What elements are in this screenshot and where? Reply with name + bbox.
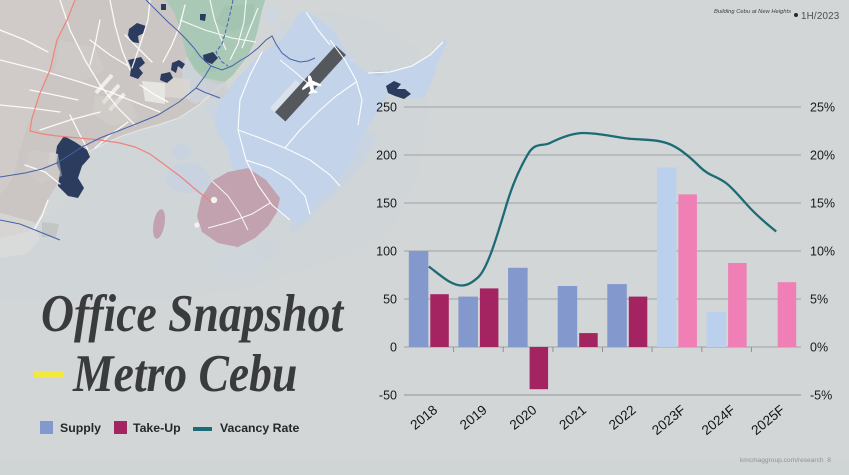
svg-text:15%: 15% xyxy=(810,197,835,211)
svg-text:250: 250 xyxy=(376,101,397,115)
svg-text:2020: 2020 xyxy=(507,402,540,433)
svg-text:2018: 2018 xyxy=(407,402,440,433)
svg-text:2023F: 2023F xyxy=(649,402,688,438)
svg-text:50: 50 xyxy=(383,293,397,307)
svg-text:2025F: 2025F xyxy=(748,402,787,438)
svg-text:25%: 25% xyxy=(810,101,835,115)
svg-text:150: 150 xyxy=(376,197,397,211)
svg-text:0: 0 xyxy=(390,341,397,355)
svg-text:200: 200 xyxy=(376,149,397,163)
svg-text:-50: -50 xyxy=(379,389,397,403)
svg-text:10%: 10% xyxy=(810,245,835,259)
svg-text:2021: 2021 xyxy=(556,402,589,433)
svg-text:2024F: 2024F xyxy=(699,402,738,438)
svg-text:-5%: -5% xyxy=(810,389,832,403)
svg-text:2019: 2019 xyxy=(457,402,490,433)
svg-text:0%: 0% xyxy=(810,341,828,355)
svg-text:20%: 20% xyxy=(810,149,835,163)
svg-text:5%: 5% xyxy=(810,293,828,307)
svg-text:2022: 2022 xyxy=(606,402,639,433)
svg-text:100: 100 xyxy=(376,245,397,259)
